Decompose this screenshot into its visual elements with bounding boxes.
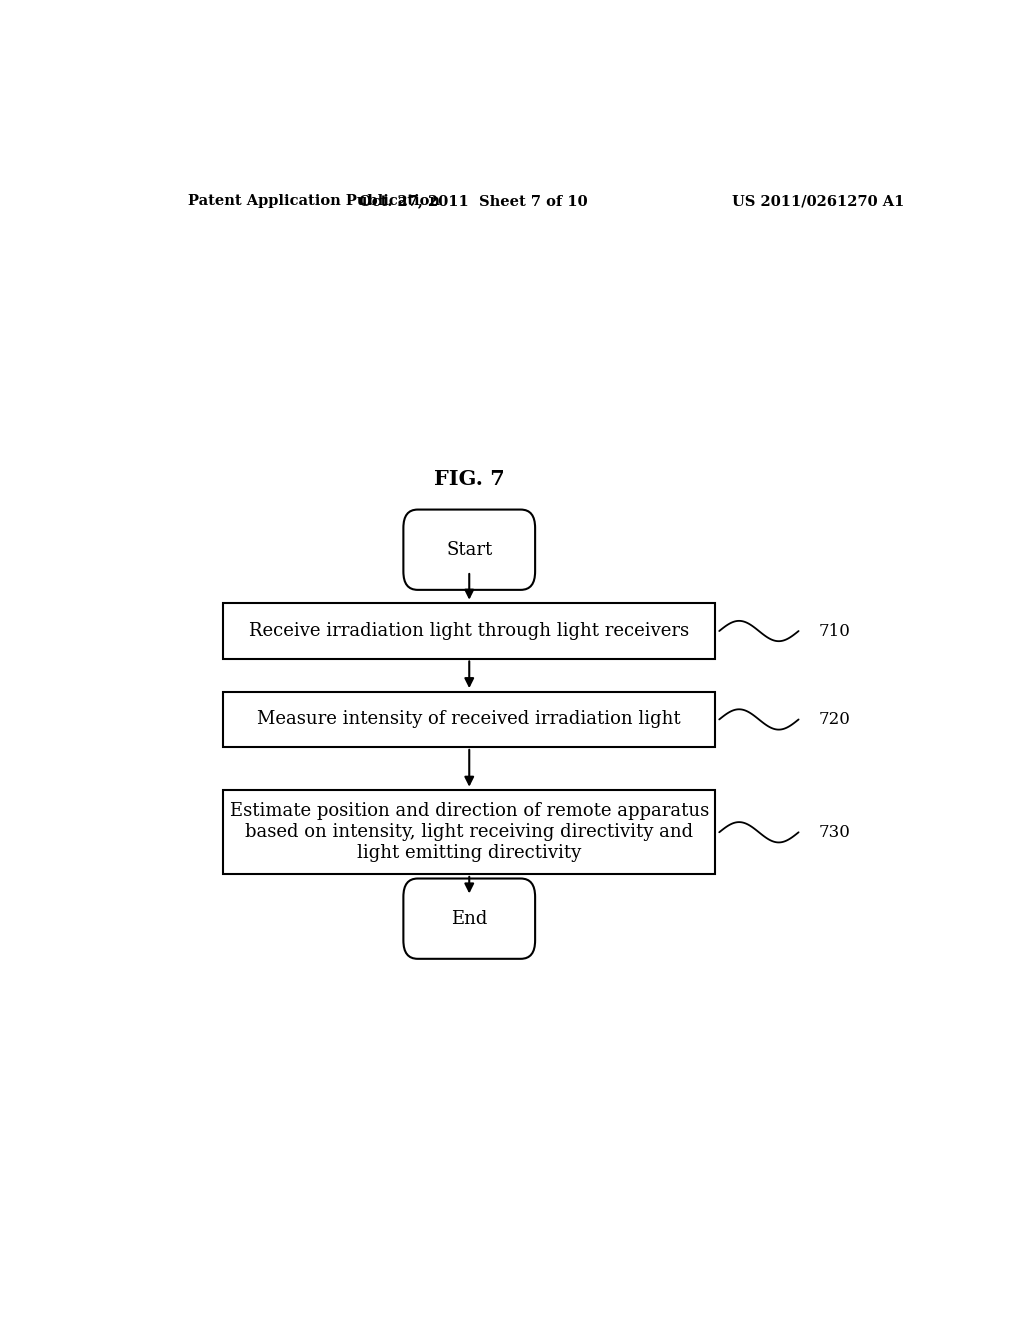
Text: Estimate position and direction of remote apparatus
based on intensity, light re: Estimate position and direction of remot… [229,803,709,862]
Text: FIG. 7: FIG. 7 [434,469,505,488]
Text: End: End [451,909,487,928]
FancyBboxPatch shape [403,879,536,958]
FancyBboxPatch shape [223,791,715,874]
Text: Receive irradiation light through light receivers: Receive irradiation light through light … [249,622,689,640]
FancyBboxPatch shape [223,603,715,659]
Text: Measure intensity of received irradiation light: Measure intensity of received irradiatio… [257,710,681,729]
Text: 720: 720 [818,711,850,727]
FancyBboxPatch shape [403,510,536,590]
Text: Start: Start [446,541,493,558]
Text: US 2011/0261270 A1: US 2011/0261270 A1 [732,194,904,209]
Text: 730: 730 [818,824,850,841]
Text: Oct. 27, 2011  Sheet 7 of 10: Oct. 27, 2011 Sheet 7 of 10 [358,194,588,209]
Text: 710: 710 [818,623,850,639]
FancyBboxPatch shape [223,692,715,747]
Text: Patent Application Publication: Patent Application Publication [187,194,439,209]
